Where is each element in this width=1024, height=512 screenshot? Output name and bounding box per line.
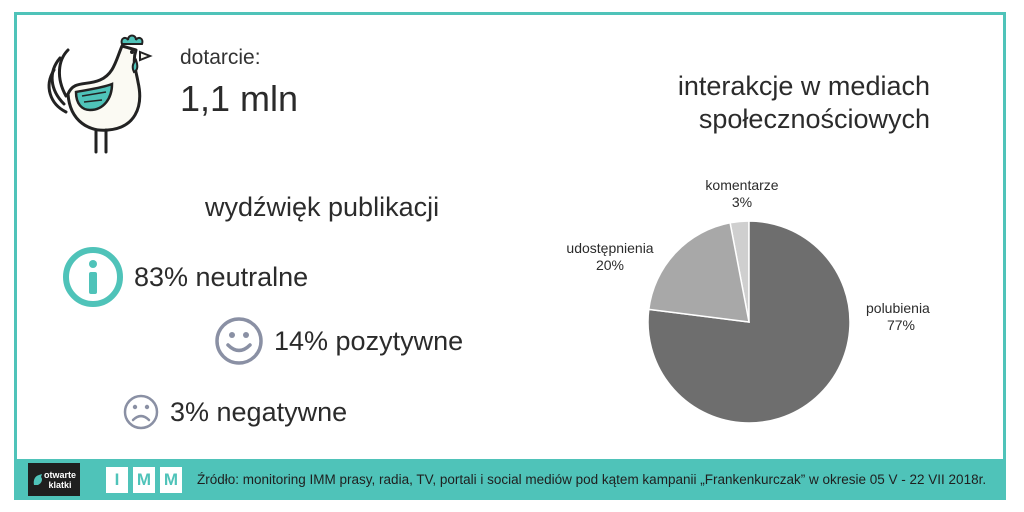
slice-label-udostępnienia: udostępnienia bbox=[566, 240, 653, 256]
imm-letter-2: M bbox=[133, 466, 155, 493]
sentiment-title: wydźwięk publikacji bbox=[205, 192, 440, 222]
imm-letter-3: M bbox=[160, 466, 182, 493]
pie-slice-udostępnienia bbox=[647, 221, 750, 323]
chart-title: interakcje w mediach społecznościowych bbox=[560, 70, 930, 136]
slice-label-komentarze: komentarze bbox=[705, 177, 778, 193]
otwarte-klatki-logo: otwarte klatki bbox=[28, 463, 80, 496]
sentiment-negative: 3% negatywne bbox=[122, 393, 347, 431]
imm-letter-1: I bbox=[106, 466, 128, 493]
chart-title-line-1: interakcje w mediach bbox=[677, 71, 930, 101]
chicken-icon bbox=[47, 34, 153, 154]
sentiment-neutral-text: 83% neutralne bbox=[134, 261, 309, 292]
slice-value-komentarze: 3% bbox=[732, 194, 752, 210]
reach-label: dotarcie: bbox=[180, 46, 261, 69]
reach-value: 1,1 mln bbox=[180, 78, 299, 119]
slice-label-polubienia: polubienia bbox=[866, 300, 930, 316]
slice-value-udostępnienia: 20% bbox=[596, 257, 624, 273]
sentiment-positive: 14% pozytywne bbox=[214, 316, 463, 366]
logo-text-line-1: otwarte bbox=[43, 469, 76, 480]
logo-text-line-2: klatki bbox=[48, 479, 72, 490]
footer: otwarte klatki I M M Źródło: monitoring … bbox=[14, 459, 1006, 500]
smiley-icon bbox=[215, 317, 263, 365]
slice-value-polubienia: 77% bbox=[887, 317, 915, 333]
info-icon bbox=[63, 247, 123, 307]
sad-face-icon bbox=[123, 394, 159, 430]
source-note: Źródło: monitoring IMM prasy, radia, TV,… bbox=[197, 472, 987, 487]
sentiment-neutral: 83% neutralne bbox=[62, 246, 308, 308]
sentiment-positive-text: 14% pozytywne bbox=[274, 325, 464, 356]
infographic-frame bbox=[14, 12, 1006, 462]
sentiment-negative-text: 3% negatywne bbox=[170, 396, 348, 427]
chart-title-line-2: społecznościowych bbox=[698, 104, 930, 134]
imm-logo: I M M bbox=[106, 466, 187, 493]
bird-logo-icon bbox=[33, 474, 42, 485]
